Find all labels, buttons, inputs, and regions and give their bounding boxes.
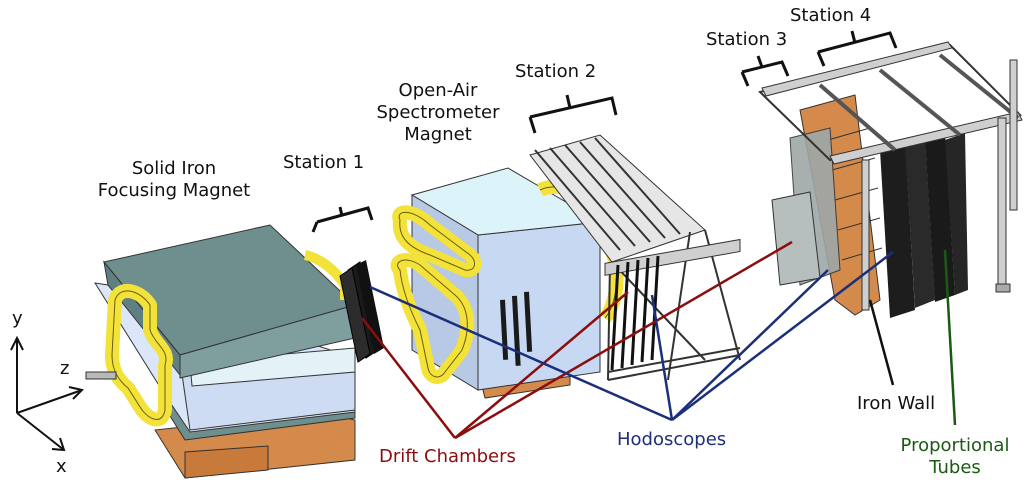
hodoscope-pointers bbox=[369, 251, 894, 422]
magnet2-label-line2: Spectrometer bbox=[376, 102, 500, 123]
station4-bracket bbox=[816, 30, 898, 67]
x-axis-arrow bbox=[16, 412, 65, 451]
stations-3-4-frame bbox=[758, 41, 1023, 318]
proportional-tubes-label: Proportional Tubes bbox=[890, 435, 1020, 479]
z-axis-arrow bbox=[16, 389, 83, 414]
magnet1-label-line1: Solid Iron bbox=[131, 158, 217, 179]
hodoscopes-label: Hodoscopes bbox=[617, 429, 727, 450]
open-air-spectrometer-magnet bbox=[390, 167, 624, 399]
iron-wall-pointer bbox=[868, 299, 895, 386]
station-brackets bbox=[311, 30, 898, 233]
proportional-tubes-label-line1: Proportional bbox=[900, 435, 1010, 456]
station1-bracket bbox=[311, 206, 374, 233]
axis-z-label: z bbox=[60, 358, 70, 379]
magnet2-label: Open-Air Spectrometer Magnet bbox=[368, 80, 508, 146]
proportional-tubes-pointer bbox=[943, 249, 957, 426]
proportional-tubes-label-line2: Tubes bbox=[929, 457, 981, 478]
station2-label: Station 2 bbox=[515, 61, 597, 82]
coordinate-axes bbox=[10, 335, 84, 452]
magnet1-label: Solid Iron Focusing Magnet bbox=[88, 158, 260, 202]
station2-bracket bbox=[528, 94, 618, 134]
station3-bracket bbox=[740, 55, 790, 87]
station4-label: Station 4 bbox=[790, 5, 872, 26]
drift-chamber-pointers bbox=[361, 240, 793, 440]
solid-iron-focusing-magnet bbox=[85, 224, 356, 479]
magnet1-label-line2: Focusing Magnet bbox=[97, 180, 251, 201]
station2-chambers bbox=[610, 255, 660, 371]
station1-label: Station 1 bbox=[283, 152, 365, 173]
drift-chambers-label: Drift Chambers bbox=[379, 446, 516, 467]
axis-y-label: y bbox=[12, 308, 23, 329]
station1-chambers bbox=[339, 260, 384, 363]
magnet2-label-line1: Open-Air bbox=[398, 80, 478, 101]
magnet2-label-line3: Magnet bbox=[404, 124, 472, 145]
station3-label: Station 3 bbox=[706, 29, 788, 50]
iron-wall-label: Iron Wall bbox=[857, 393, 936, 414]
axis-x-label: x bbox=[56, 456, 67, 477]
